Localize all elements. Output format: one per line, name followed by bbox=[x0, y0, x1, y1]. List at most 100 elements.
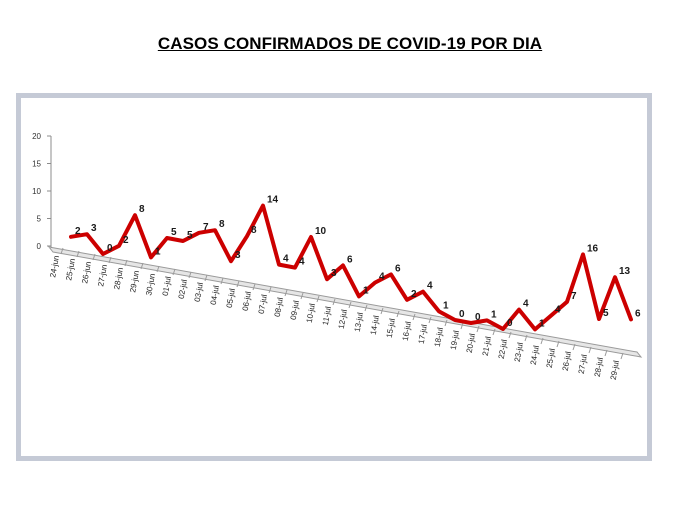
x-tick-mark bbox=[348, 301, 352, 309]
y-tick-label: 10 bbox=[32, 187, 41, 196]
data-label: 7 bbox=[571, 291, 577, 302]
series-line bbox=[69, 203, 633, 332]
data-label: 7 bbox=[203, 222, 209, 233]
x-tick-label: 21-jul bbox=[481, 336, 493, 357]
x-tick-mark bbox=[76, 250, 80, 258]
x-tick-mark bbox=[396, 310, 400, 318]
x-tick-mark bbox=[108, 256, 112, 264]
data-label: 5 bbox=[171, 227, 177, 238]
x-tick-label: 27-jul bbox=[577, 354, 589, 375]
data-label: 16 bbox=[587, 243, 599, 254]
x-tick-label: 14-jul bbox=[369, 315, 381, 336]
x-tick-label: 25-jun bbox=[64, 258, 77, 281]
data-label: 5 bbox=[187, 230, 193, 241]
x-tick-label: 06-jul bbox=[241, 291, 253, 312]
y-tick-label: 5 bbox=[37, 215, 42, 224]
x-tick-mark bbox=[124, 259, 128, 267]
x-tick-label: 01-jul bbox=[161, 276, 173, 297]
x-tick-mark bbox=[476, 325, 480, 333]
data-label: 8 bbox=[251, 225, 257, 236]
y-tick-label: 15 bbox=[32, 160, 41, 169]
data-label: 4 bbox=[379, 272, 385, 283]
x-tick-label: 11-jul bbox=[321, 306, 333, 326]
x-tick-label: 04-jul bbox=[209, 285, 221, 306]
x-tick-mark bbox=[204, 274, 208, 282]
x-tick-mark bbox=[540, 337, 544, 345]
data-label: 0 bbox=[459, 309, 465, 320]
x-tick-mark bbox=[508, 331, 512, 339]
data-label: 1 bbox=[539, 318, 545, 329]
data-label: 0 bbox=[107, 243, 113, 254]
x-tick-label: 20-jul bbox=[465, 333, 477, 354]
data-label: 1 bbox=[443, 300, 449, 311]
x-tick-label: 16-jul bbox=[401, 321, 413, 342]
data-label: 0 bbox=[507, 318, 513, 329]
data-label: 2 bbox=[75, 226, 81, 237]
y-axis-depth bbox=[48, 246, 52, 249]
chart-floor bbox=[47, 246, 643, 358]
x-tick-mark bbox=[460, 322, 464, 330]
x-tick-label: 13-jul bbox=[353, 312, 365, 333]
x-tick-mark bbox=[236, 280, 240, 288]
x-tick-label: 22-jul bbox=[497, 339, 509, 360]
x-tick-mark bbox=[316, 295, 320, 303]
data-label: 4 bbox=[555, 305, 561, 316]
x-tick-mark bbox=[220, 277, 224, 285]
data-label: 4 bbox=[427, 281, 433, 292]
data-label: 6 bbox=[347, 254, 353, 265]
x-tick-mark bbox=[444, 319, 448, 327]
x-tick-label: 07-jul bbox=[257, 294, 269, 315]
x-tick-label: 27-jun bbox=[96, 264, 109, 287]
x-tick-mark bbox=[492, 328, 496, 336]
x-tick-mark bbox=[412, 313, 416, 321]
data-label: 6 bbox=[635, 308, 641, 319]
x-tick-label: 24-jun bbox=[48, 255, 61, 278]
x-tick-mark bbox=[332, 298, 336, 306]
y-tick-label: 20 bbox=[32, 132, 41, 141]
x-tick-mark bbox=[188, 271, 192, 279]
x-tick-mark bbox=[556, 340, 560, 348]
x-tick-label: 15-jul bbox=[385, 318, 397, 339]
data-label: 13 bbox=[619, 266, 631, 277]
data-label: 5 bbox=[603, 308, 609, 319]
data-label: 4 bbox=[283, 254, 289, 265]
data-label: 3 bbox=[91, 223, 97, 234]
x-tick-label: 28-jul bbox=[593, 357, 605, 378]
y-axis-ticks: 0 5 10 15 20 bbox=[32, 132, 51, 251]
x-tick-mark bbox=[604, 349, 608, 357]
x-tick-label: 12-jul bbox=[337, 309, 349, 330]
x-tick-mark bbox=[92, 253, 96, 261]
chart-frame: 0 5 10 15 20 24-jun 25-jun 26-jun 27-jun 28-jun 2… bbox=[16, 93, 652, 461]
x-tick-label: 10-jul bbox=[305, 303, 317, 324]
x-tick-mark bbox=[252, 283, 256, 291]
x-tick-label: 03-jul bbox=[193, 282, 205, 303]
chart-title: CASOS CONFIRMADOS DE COVID-19 POR DIA bbox=[157, 34, 543, 53]
data-label: 2 bbox=[123, 235, 129, 246]
data-label: 10 bbox=[315, 226, 327, 237]
x-tick-label: 02-jul bbox=[177, 279, 189, 300]
x-tick-label: 05-jul bbox=[225, 288, 237, 309]
data-label: 6 bbox=[395, 263, 401, 274]
x-tick-mark bbox=[140, 262, 144, 270]
x-tick-label: 09-jul bbox=[289, 300, 301, 321]
x-tick-label: 17-jul bbox=[417, 324, 429, 345]
x-tick-mark bbox=[572, 343, 576, 351]
x-tick-label: 24-jul bbox=[529, 345, 541, 366]
data-label: 0 bbox=[475, 312, 481, 323]
x-tick-mark bbox=[364, 304, 368, 312]
x-tick-label: 30-jun bbox=[144, 273, 157, 296]
x-tick-label: 18-jul bbox=[433, 327, 445, 348]
data-label: 8 bbox=[219, 219, 225, 230]
x-tick-label: 25-jul bbox=[545, 348, 557, 369]
x-tick-mark bbox=[620, 352, 624, 360]
x-tick-mark bbox=[156, 265, 160, 273]
x-tick-label: 29-jun bbox=[128, 270, 141, 293]
data-label: 1 bbox=[363, 285, 369, 296]
x-tick-mark bbox=[380, 307, 384, 315]
data-label: 4 bbox=[299, 257, 305, 268]
x-tick-label: 28-jun bbox=[112, 267, 125, 290]
data-label: 1 bbox=[491, 309, 497, 320]
x-tick-mark bbox=[300, 292, 304, 300]
x-tick-label: 23-jul bbox=[513, 342, 525, 363]
